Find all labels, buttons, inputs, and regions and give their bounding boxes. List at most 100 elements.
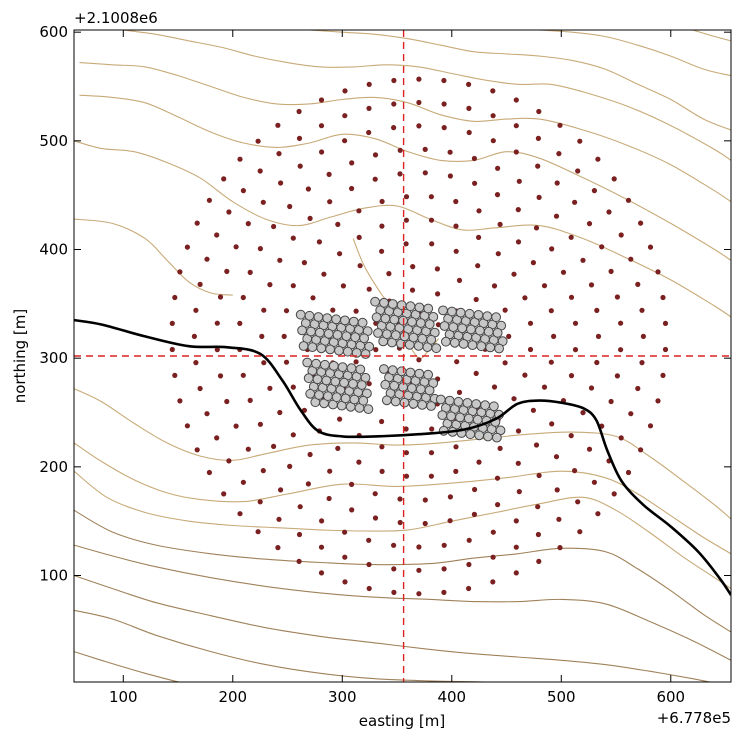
outer-point <box>456 277 463 283</box>
outer-point <box>516 178 522 184</box>
inner-point <box>480 400 491 411</box>
outer-point <box>453 223 459 229</box>
outer-point <box>275 122 281 128</box>
outer-point <box>513 97 519 103</box>
outer-point <box>379 418 385 425</box>
outer-point <box>490 88 496 94</box>
outer-point <box>342 113 348 119</box>
inner-point <box>380 379 391 390</box>
contour-line <box>74 218 233 296</box>
outer-point <box>357 263 363 269</box>
outer-point <box>237 320 243 326</box>
outer-point <box>494 192 501 198</box>
inner-point <box>332 330 343 340</box>
outer-point <box>422 146 428 152</box>
outer-point <box>568 294 575 300</box>
inner-point <box>357 317 368 328</box>
outer-point <box>495 165 501 171</box>
outer-point <box>391 589 397 596</box>
outer-point <box>568 433 574 439</box>
outer-point <box>495 251 501 257</box>
outer-point <box>366 381 372 387</box>
outer-point <box>290 384 296 390</box>
inner-point <box>437 410 448 421</box>
outer-point <box>513 123 519 129</box>
outer-point <box>647 423 654 429</box>
outer-point <box>476 208 482 214</box>
outer-point <box>515 428 522 434</box>
contour-line <box>74 651 181 682</box>
inner-point <box>417 333 428 344</box>
outer-point <box>184 244 190 250</box>
inner-point <box>356 380 367 390</box>
outer-point <box>276 516 282 522</box>
inner-point <box>322 313 333 324</box>
outer-point <box>297 163 303 169</box>
outer-point <box>316 239 322 245</box>
outer-point <box>572 320 579 326</box>
outer-point <box>530 260 537 266</box>
outer-point <box>318 97 325 103</box>
inner-point <box>474 430 485 441</box>
outer-point <box>184 423 190 429</box>
inner-point <box>346 363 357 374</box>
contour-line <box>123 30 731 161</box>
outer-point <box>466 81 472 87</box>
x-tick-label: 300 <box>328 688 357 706</box>
x-tick-label: 400 <box>437 688 466 706</box>
outer-point <box>297 504 303 510</box>
outer-point <box>416 99 422 106</box>
inner-point <box>348 379 358 389</box>
inner-point <box>396 366 407 377</box>
contour-line <box>74 388 731 520</box>
outer-point <box>475 263 481 269</box>
outer-point <box>277 257 283 263</box>
outer-point <box>441 566 447 572</box>
outer-point <box>391 125 397 131</box>
inner-point <box>431 343 442 354</box>
inner-point <box>334 345 344 356</box>
outer-point <box>472 486 478 493</box>
outer-point <box>191 333 197 339</box>
outer-point <box>640 333 647 339</box>
outer-point <box>549 421 555 427</box>
outer-point <box>515 207 521 213</box>
outer-point <box>337 416 343 422</box>
outer-point <box>276 151 282 157</box>
outer-point <box>287 203 293 210</box>
outer-point <box>318 123 325 129</box>
outer-point <box>494 475 501 481</box>
outer-point <box>177 398 183 404</box>
inner-point <box>463 413 474 424</box>
inner-point <box>297 325 308 336</box>
outer-point <box>625 197 632 203</box>
outer-point <box>342 579 348 585</box>
outer-point <box>429 241 435 247</box>
contour-line <box>74 442 731 555</box>
outer-point <box>416 544 422 550</box>
outer-point <box>305 186 311 192</box>
contour-line <box>692 30 731 42</box>
outer-point <box>287 463 293 469</box>
outer-point <box>618 435 624 441</box>
outer-point <box>403 194 410 200</box>
outer-point <box>662 320 669 326</box>
inner-point <box>331 392 342 403</box>
outer-point <box>527 346 534 353</box>
y-tick-label: 200 <box>39 458 68 476</box>
outer-point <box>233 244 239 250</box>
outer-point <box>403 241 409 247</box>
inner-point <box>407 383 417 394</box>
outer-point <box>428 473 434 479</box>
outer-point <box>522 372 528 378</box>
outer-point <box>618 320 624 326</box>
outer-point <box>214 347 220 353</box>
outer-point <box>335 445 341 451</box>
outer-point <box>490 113 496 119</box>
inner-point <box>435 394 446 405</box>
inner-point <box>476 341 487 352</box>
outer-point <box>618 232 624 238</box>
outer-point <box>490 554 496 560</box>
inner-point <box>415 318 426 328</box>
